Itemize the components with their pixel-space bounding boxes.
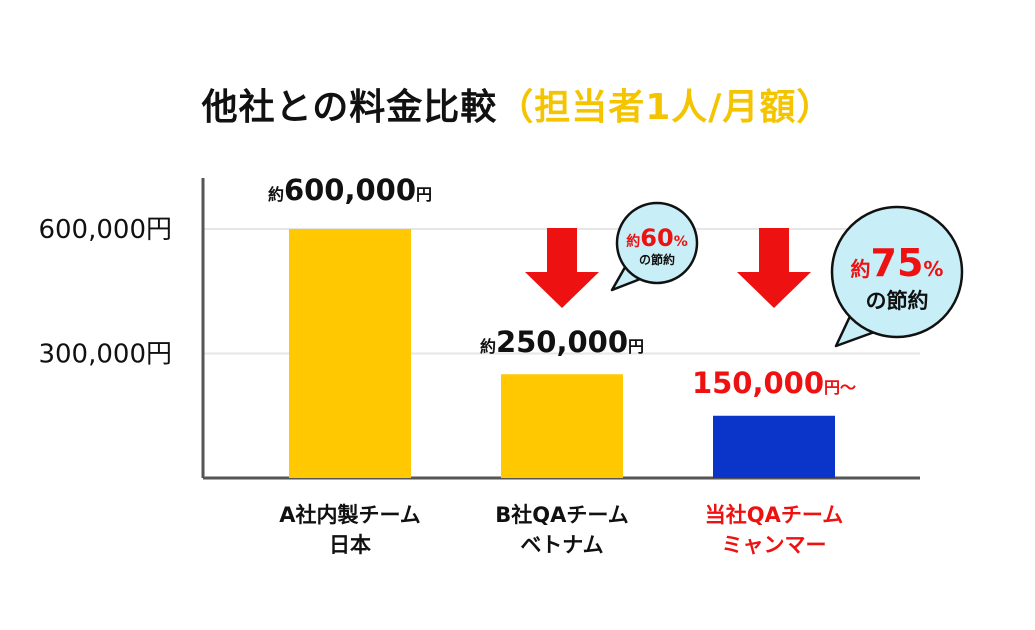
y-tick-label: 600,000円 — [38, 215, 172, 245]
chart-subtitle: （担当者1人/月額） — [497, 87, 834, 128]
savings-bubble — [615, 201, 699, 285]
chart-title-block: 他社との料金比較（担当者1人/月額） — [0, 78, 1035, 130]
chart-title: 他社との料金比較 — [201, 87, 498, 128]
bubble-percent: 約75% — [851, 241, 944, 285]
data-label: 約600,000円 — [268, 173, 432, 207]
bar — [501, 374, 623, 478]
bar — [289, 229, 411, 478]
bubble-text: の節約 — [639, 252, 675, 267]
data-label: 約250,000円 — [480, 325, 644, 359]
bubble-percent: 約60% — [626, 224, 687, 252]
x-category-label: A社内製チーム — [279, 503, 421, 527]
x-category-label: ミャンマー — [722, 533, 827, 557]
savings-bubble — [830, 205, 964, 339]
bar — [713, 415, 835, 478]
y-tick-label: 300,000円 — [38, 340, 172, 370]
savings-arrow — [525, 228, 599, 308]
savings-arrow — [737, 228, 811, 308]
x-category-label: 当社QAチーム — [705, 503, 843, 527]
x-category-label: 日本 — [329, 533, 371, 557]
x-category-label: ベトナム — [520, 533, 603, 557]
data-label: 150,000円～ — [692, 366, 856, 400]
x-category-label: B社QAチーム — [495, 503, 628, 527]
bubble-text: の節約 — [866, 289, 929, 313]
